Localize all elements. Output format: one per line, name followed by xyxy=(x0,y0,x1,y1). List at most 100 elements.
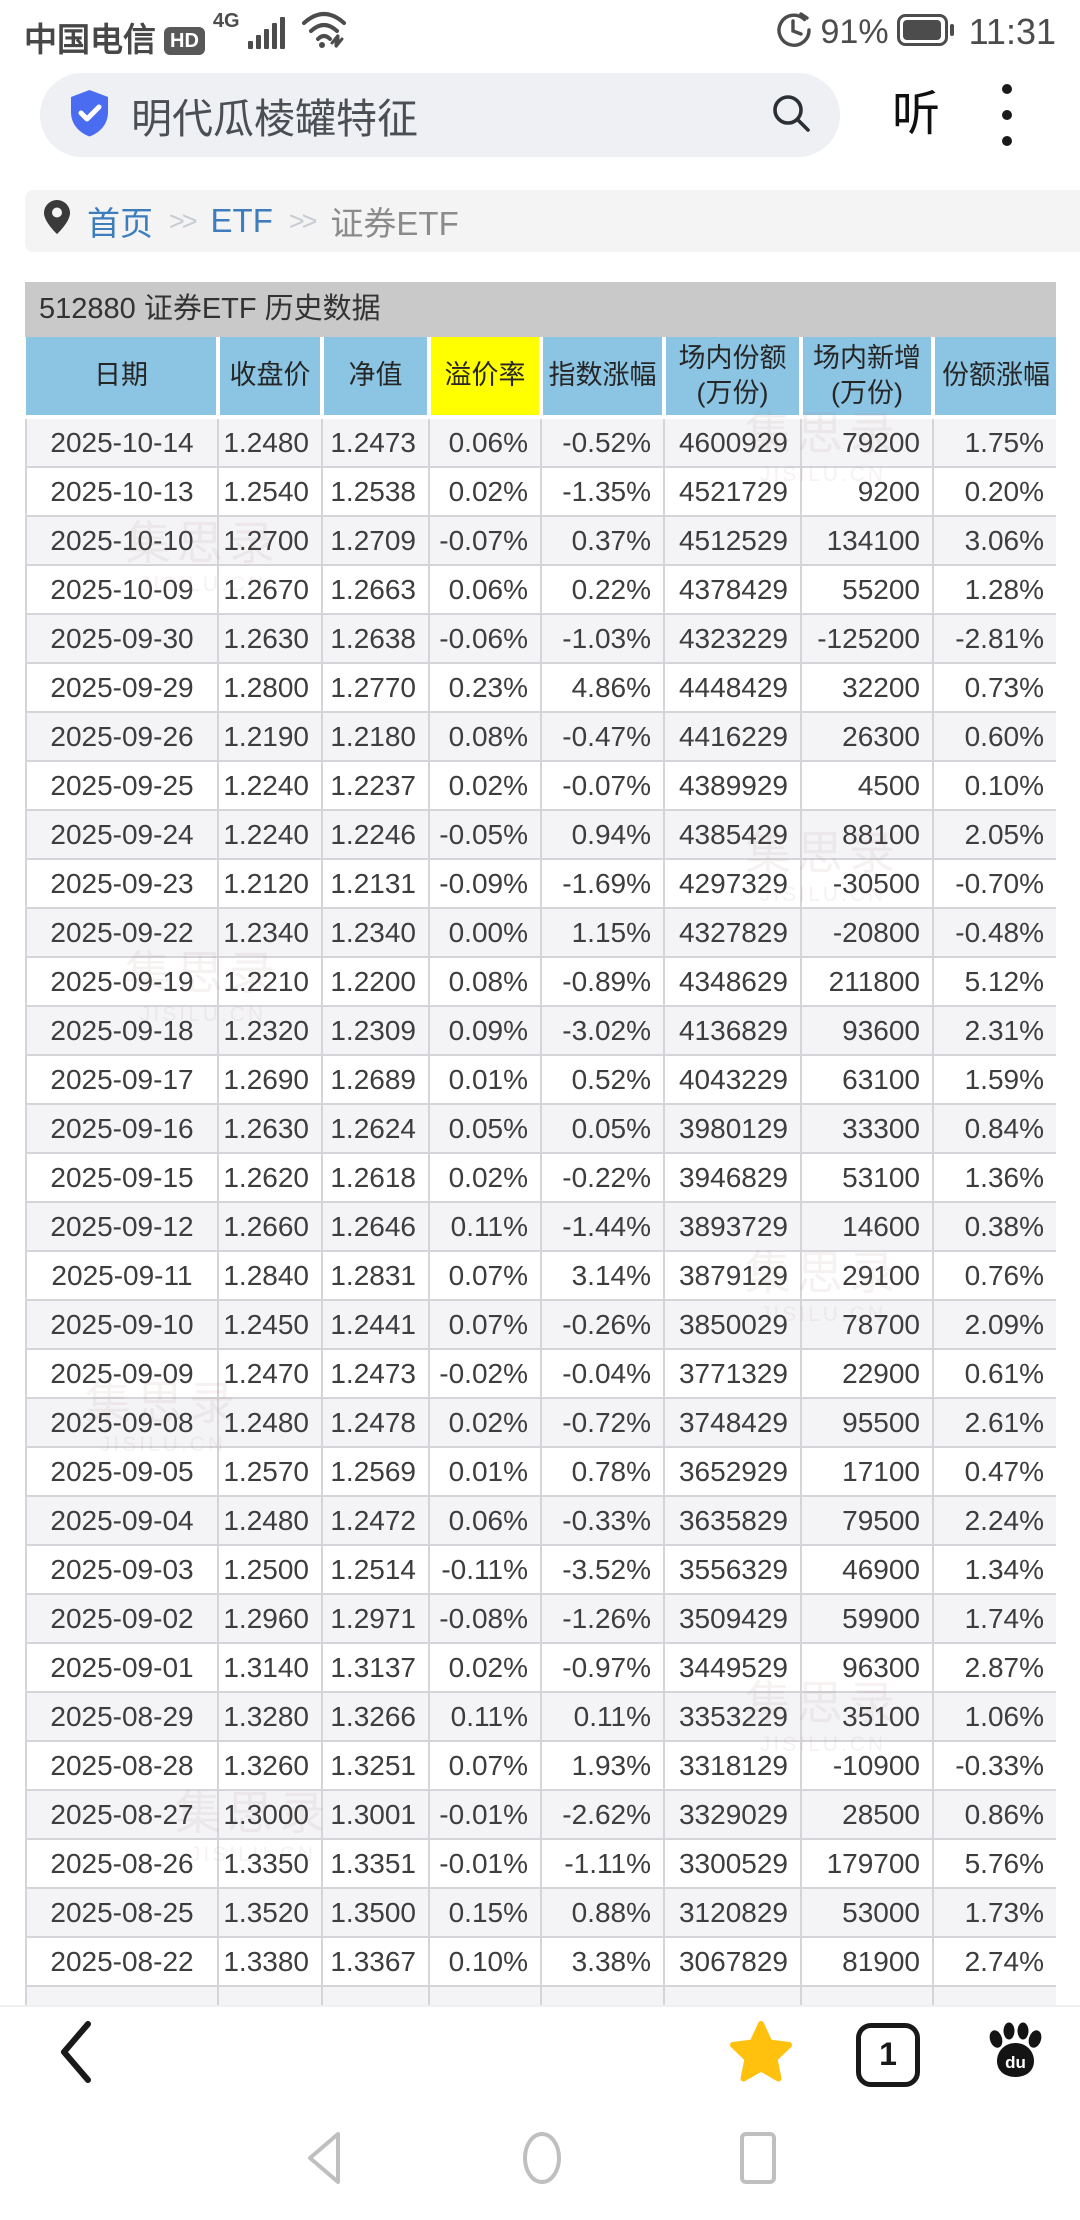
table-cell-index_change: -0.22% xyxy=(540,1152,665,1203)
table-cell-premium: 0.02% xyxy=(428,1152,542,1203)
table-row: 2025-08-25 1.3520 1.3500 0.15% 0.88% 3120829 5… xyxy=(25,1887,1056,1938)
table-cell-date: 2025-09-26 xyxy=(25,711,219,762)
table-cell-date: 2025-08-22 xyxy=(25,1936,219,1987)
search-input[interactable]: 明代瓜棱罐特征 xyxy=(40,73,840,157)
table-cell-onmarket_shares: 4136829 xyxy=(663,1005,802,1056)
table-cell-onmarket_shares: 3652929 xyxy=(663,1446,802,1497)
table-cell-onmarket_new: 96300 xyxy=(800,1642,934,1693)
table-cell-onmarket_new: 14600 xyxy=(800,1201,934,1252)
table-cell-premium: 0.02% xyxy=(428,1397,542,1448)
kebab-menu-icon[interactable] xyxy=(1002,84,1013,146)
table-cell-close: 1.2240 xyxy=(217,760,323,811)
table-cell-onmarket_new: 55200 xyxy=(800,564,934,615)
table-cell-close: 1.3520 xyxy=(217,1887,323,1938)
table-row: 2025-09-24 1.2240 1.2246 -0.05% 0.94% 4385429… xyxy=(25,809,1056,860)
triangle-back-icon[interactable] xyxy=(300,2130,348,2191)
table-cell-onmarket_shares: 4378429 xyxy=(663,564,802,615)
table-cell-nav: 1.2309 xyxy=(321,1005,430,1056)
table-row: 2025-10-13 1.2540 1.2538 0.02% -1.35% 4521729… xyxy=(25,466,1056,517)
table-cell-share_change: -2.81% xyxy=(932,613,1056,664)
table-cell-nav: 1.3001 xyxy=(321,1789,430,1840)
breadcrumb-home-link[interactable]: 首页 xyxy=(87,205,153,242)
table-cell-nav: 1.2971 xyxy=(321,1593,430,1644)
table-cell-premium: 0.15% xyxy=(428,1887,542,1938)
table-cell-premium: 0.11% xyxy=(428,1691,542,1742)
table-cell-nav: 1.3367 xyxy=(321,1936,430,1987)
square-recents-icon[interactable] xyxy=(736,2128,780,2193)
table-cell-index_change: -0.89% xyxy=(540,956,665,1007)
table-cell-date: 2025-10-13 xyxy=(25,466,219,517)
table-cell-date: 2025-09-04 xyxy=(25,1495,219,1546)
table-cell-onmarket_new: 53100 xyxy=(800,1152,934,1203)
table-cell-nav: 1.2663 xyxy=(321,564,430,615)
table-cell-share_change: 1.28% xyxy=(932,564,1056,615)
table-cell-onmarket_new: 17100 xyxy=(800,1446,934,1497)
table-cell-premium: 0.05% xyxy=(428,1103,542,1154)
table-cell-index_change: 0.05% xyxy=(540,1103,665,1154)
network-type-label: 4G xyxy=(212,9,240,32)
breadcrumb: 首页 >> ETF >> 证券ETF xyxy=(25,190,1080,252)
table-cell-onmarket_shares: 3879129 xyxy=(663,1250,802,1301)
table-cell-close: 1.2540 xyxy=(217,466,323,517)
table-cell-onmarket_shares: 3329029 xyxy=(663,1789,802,1840)
table-cell-nav: 1.3251 xyxy=(321,1740,430,1791)
table-cell-nav: 1.2340 xyxy=(321,907,430,958)
table-cell-empty xyxy=(25,1985,219,2005)
table-cell-onmarket_shares: 4512529 xyxy=(663,515,802,566)
table-cell-close: 1.2320 xyxy=(217,1005,323,1056)
table-cell-share_change: 1.34% xyxy=(932,1544,1056,1595)
table-cell-close: 1.2630 xyxy=(217,1103,323,1154)
table-cell-close: 1.2480 xyxy=(217,1397,323,1448)
system-nav-bar xyxy=(0,2100,1080,2220)
table-row: 2025-09-17 1.2690 1.2689 0.01% 0.52% 4043229 6… xyxy=(25,1054,1056,1105)
table-cell-onmarket_shares: 3318129 xyxy=(663,1740,802,1791)
table-row-partial xyxy=(25,1985,1056,2005)
table-cell-nav: 1.3500 xyxy=(321,1887,430,1938)
table-cell-nav: 1.2638 xyxy=(321,613,430,664)
table-cell-date: 2025-09-03 xyxy=(25,1544,219,1595)
table-cell-nav: 1.2831 xyxy=(321,1250,430,1301)
table-cell-index_change: 0.37% xyxy=(540,515,665,566)
table-cell-close: 1.3140 xyxy=(217,1642,323,1693)
table-row: 2025-08-27 1.3000 1.3001 -0.01% -2.62% 332902… xyxy=(25,1789,1056,1840)
table-cell-empty xyxy=(932,1985,1056,2005)
table-cell-close: 1.3000 xyxy=(217,1789,323,1840)
table-cell-nav: 1.2472 xyxy=(321,1495,430,1546)
column-header-nav: 净值 xyxy=(320,337,429,419)
table-cell-nav: 1.2246 xyxy=(321,809,430,860)
table-cell-onmarket_new: 93600 xyxy=(800,1005,934,1056)
table-cell-date: 2025-09-18 xyxy=(25,1005,219,1056)
table-cell-date: 2025-09-24 xyxy=(25,809,219,860)
breadcrumb-etf-link[interactable]: ETF xyxy=(210,202,273,239)
star-icon[interactable] xyxy=(728,2020,794,2089)
table-cell-close: 1.2450 xyxy=(217,1299,323,1350)
table-cell-share_change: 1.59% xyxy=(932,1054,1056,1105)
table-cell-share_change: -0.48% xyxy=(932,907,1056,958)
magnifier-icon[interactable] xyxy=(768,90,814,141)
table-cell-index_change: -1.11% xyxy=(540,1838,665,1889)
tab-count-button[interactable]: 1 xyxy=(856,2022,920,2087)
search-query-text: 明代瓜棱罐特征 xyxy=(131,96,418,142)
baidu-paw-icon[interactable]: du xyxy=(984,2021,1046,2088)
table-row: 2025-09-29 1.2800 1.2770 0.23% 4.86% 4448429 3… xyxy=(25,662,1056,713)
table-cell-index_change: 3.14% xyxy=(540,1250,665,1301)
table-cell-close: 1.2700 xyxy=(217,515,323,566)
table-cell-premium: -0.06% xyxy=(428,613,542,664)
table-cell-premium: 0.07% xyxy=(428,1299,542,1350)
circle-home-icon[interactable] xyxy=(518,2128,566,2193)
signal-bars-icon xyxy=(247,11,292,56)
table-cell-onmarket_shares: 3300529 xyxy=(663,1838,802,1889)
table-cell-close: 1.2480 xyxy=(217,416,323,468)
listen-button[interactable]: 听 xyxy=(892,88,941,141)
history-table-section: 512880 证券ETF 历史数据 日期 收盘价 净值 溢价率 指数涨幅 场内份额 (万份)… xyxy=(25,282,1056,2005)
back-chevron-icon[interactable] xyxy=(52,2019,98,2090)
table-cell-onmarket_shares: 4448429 xyxy=(663,662,802,713)
table-cell-onmarket_shares: 3449529 xyxy=(663,1642,802,1693)
table-cell-close: 1.3380 xyxy=(217,1936,323,1987)
table-cell-share_change: 5.76% xyxy=(932,1838,1056,1889)
table-cell-index_change: -0.97% xyxy=(540,1642,665,1693)
table-row: 2025-09-05 1.2570 1.2569 0.01% 0.78% 3652929 1… xyxy=(25,1446,1056,1497)
table-cell-close: 1.2480 xyxy=(217,1495,323,1546)
table-row: 2025-08-28 1.3260 1.3251 0.07% 1.93% 3318129-… xyxy=(25,1740,1056,1791)
table-cell-date: 2025-10-10 xyxy=(25,515,219,566)
